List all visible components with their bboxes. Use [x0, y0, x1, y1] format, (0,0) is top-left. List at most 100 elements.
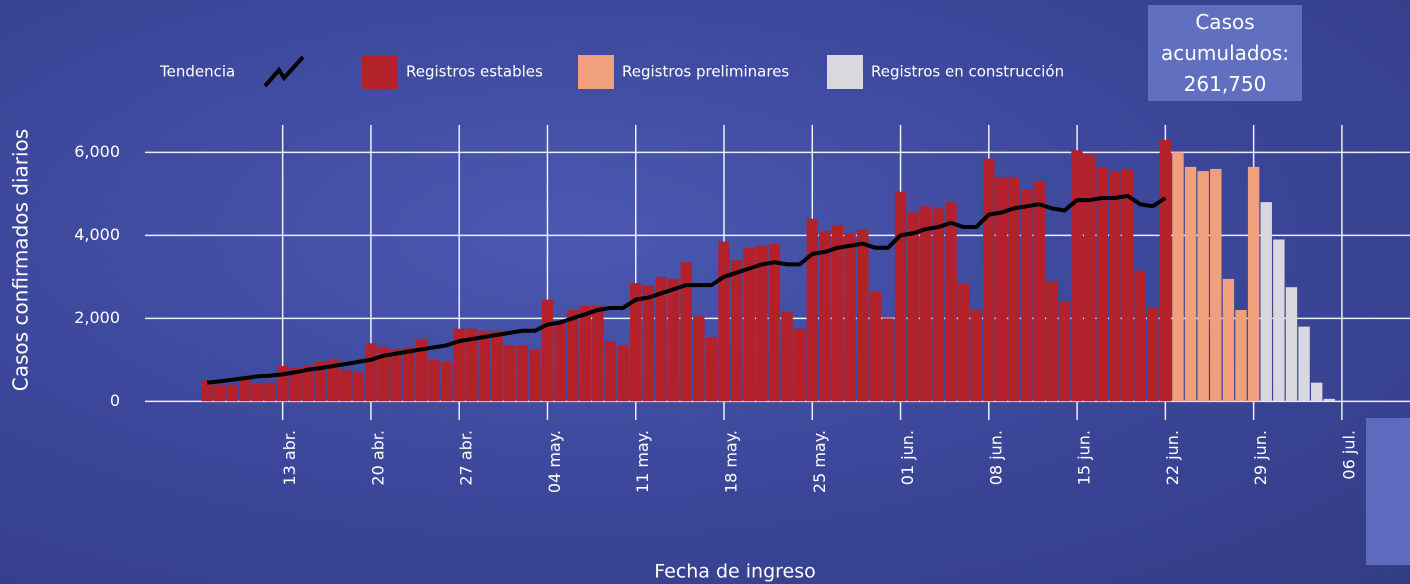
bar	[289, 368, 301, 402]
bar	[882, 318, 894, 402]
bar	[970, 310, 982, 402]
x-tick-label: 01 jun.	[898, 430, 917, 485]
side-panel	[1366, 418, 1410, 565]
bar	[327, 359, 339, 402]
bar	[541, 299, 554, 402]
bar	[705, 337, 718, 402]
bar	[844, 233, 856, 402]
bar	[617, 345, 629, 402]
x-tick-label: 04 may.	[545, 430, 564, 493]
bar	[781, 312, 793, 402]
bar	[390, 349, 402, 402]
legend-swatch	[362, 55, 398, 89]
bar	[1310, 382, 1323, 402]
bar	[894, 191, 907, 402]
bar	[869, 291, 882, 402]
bar	[730, 260, 743, 402]
bar	[1285, 287, 1298, 402]
bar	[251, 383, 264, 402]
bar	[806, 218, 818, 402]
total-label: Casos acumulados:	[1161, 9, 1289, 65]
bar	[1058, 301, 1071, 402]
bar	[1273, 239, 1285, 402]
bar	[932, 208, 945, 402]
bar	[1235, 310, 1247, 402]
bar	[453, 328, 465, 402]
bar	[377, 347, 390, 402]
bar	[1109, 171, 1121, 402]
bar	[793, 328, 806, 402]
bar	[718, 241, 730, 402]
bar	[1159, 139, 1172, 402]
bar	[1260, 202, 1272, 402]
x-axis-title: Fecha de ingreso	[654, 561, 816, 583]
bar	[1121, 168, 1134, 402]
bar	[1197, 171, 1209, 402]
bar	[213, 384, 226, 402]
bar	[529, 349, 541, 402]
bar	[276, 366, 289, 402]
bar	[756, 245, 768, 402]
y-tick-label: 6,000	[74, 142, 120, 161]
bar	[1222, 278, 1235, 402]
bar	[1184, 166, 1197, 402]
legend-label: Registros estables	[406, 63, 543, 81]
bar	[1046, 280, 1058, 402]
bar	[302, 366, 314, 402]
y-axis-title: Casos confirmados diarios	[9, 129, 33, 391]
bar	[831, 224, 844, 402]
bar	[1033, 181, 1045, 402]
bar	[1096, 166, 1109, 402]
total-box: Casos acumulados: 261,750	[1148, 5, 1302, 101]
bar	[768, 243, 781, 402]
bar	[957, 283, 970, 402]
bar	[440, 361, 453, 402]
bar	[226, 384, 238, 402]
bar	[907, 212, 919, 402]
bar	[1008, 177, 1020, 402]
bar	[592, 305, 604, 402]
bar	[1147, 307, 1159, 402]
x-tick-label: 29 jun.	[1251, 430, 1270, 485]
x-tick-label: 13 abr.	[280, 430, 299, 486]
x-tick-label: 27 abr.	[457, 430, 476, 486]
y-tick-label: 0	[110, 391, 120, 410]
bar	[428, 359, 440, 402]
bar	[314, 361, 327, 402]
bar	[365, 343, 377, 402]
bar	[466, 328, 478, 402]
bar	[1323, 398, 1335, 402]
legend-line	[263, 55, 305, 88]
legend-label: Tendencia	[159, 63, 235, 81]
x-tick-label: 11 may.	[633, 430, 652, 493]
bar	[516, 345, 528, 402]
bar	[1020, 189, 1033, 402]
x-tick-label: 06 jul.	[1339, 430, 1358, 480]
bar	[819, 231, 831, 402]
bar	[566, 310, 579, 402]
bar	[667, 278, 680, 402]
bar	[352, 372, 365, 402]
legend-swatch	[827, 55, 863, 89]
bar	[554, 322, 566, 402]
total-value: 261,750	[1183, 71, 1267, 96]
y-tick-label: 4,000	[74, 225, 120, 244]
bar	[503, 345, 516, 402]
bar	[743, 247, 755, 402]
bar	[1083, 154, 1096, 402]
bar	[340, 370, 352, 402]
bar	[693, 316, 705, 402]
bar	[264, 382, 276, 402]
y-tick-label: 2,000	[74, 308, 120, 327]
bar	[1134, 270, 1146, 402]
bar	[630, 283, 642, 402]
bar	[604, 341, 617, 402]
bar	[239, 378, 251, 402]
bar	[1210, 168, 1222, 402]
bar	[857, 229, 869, 402]
x-tick-label: 20 abr.	[368, 430, 387, 486]
bar	[415, 339, 428, 402]
bar	[579, 305, 592, 402]
